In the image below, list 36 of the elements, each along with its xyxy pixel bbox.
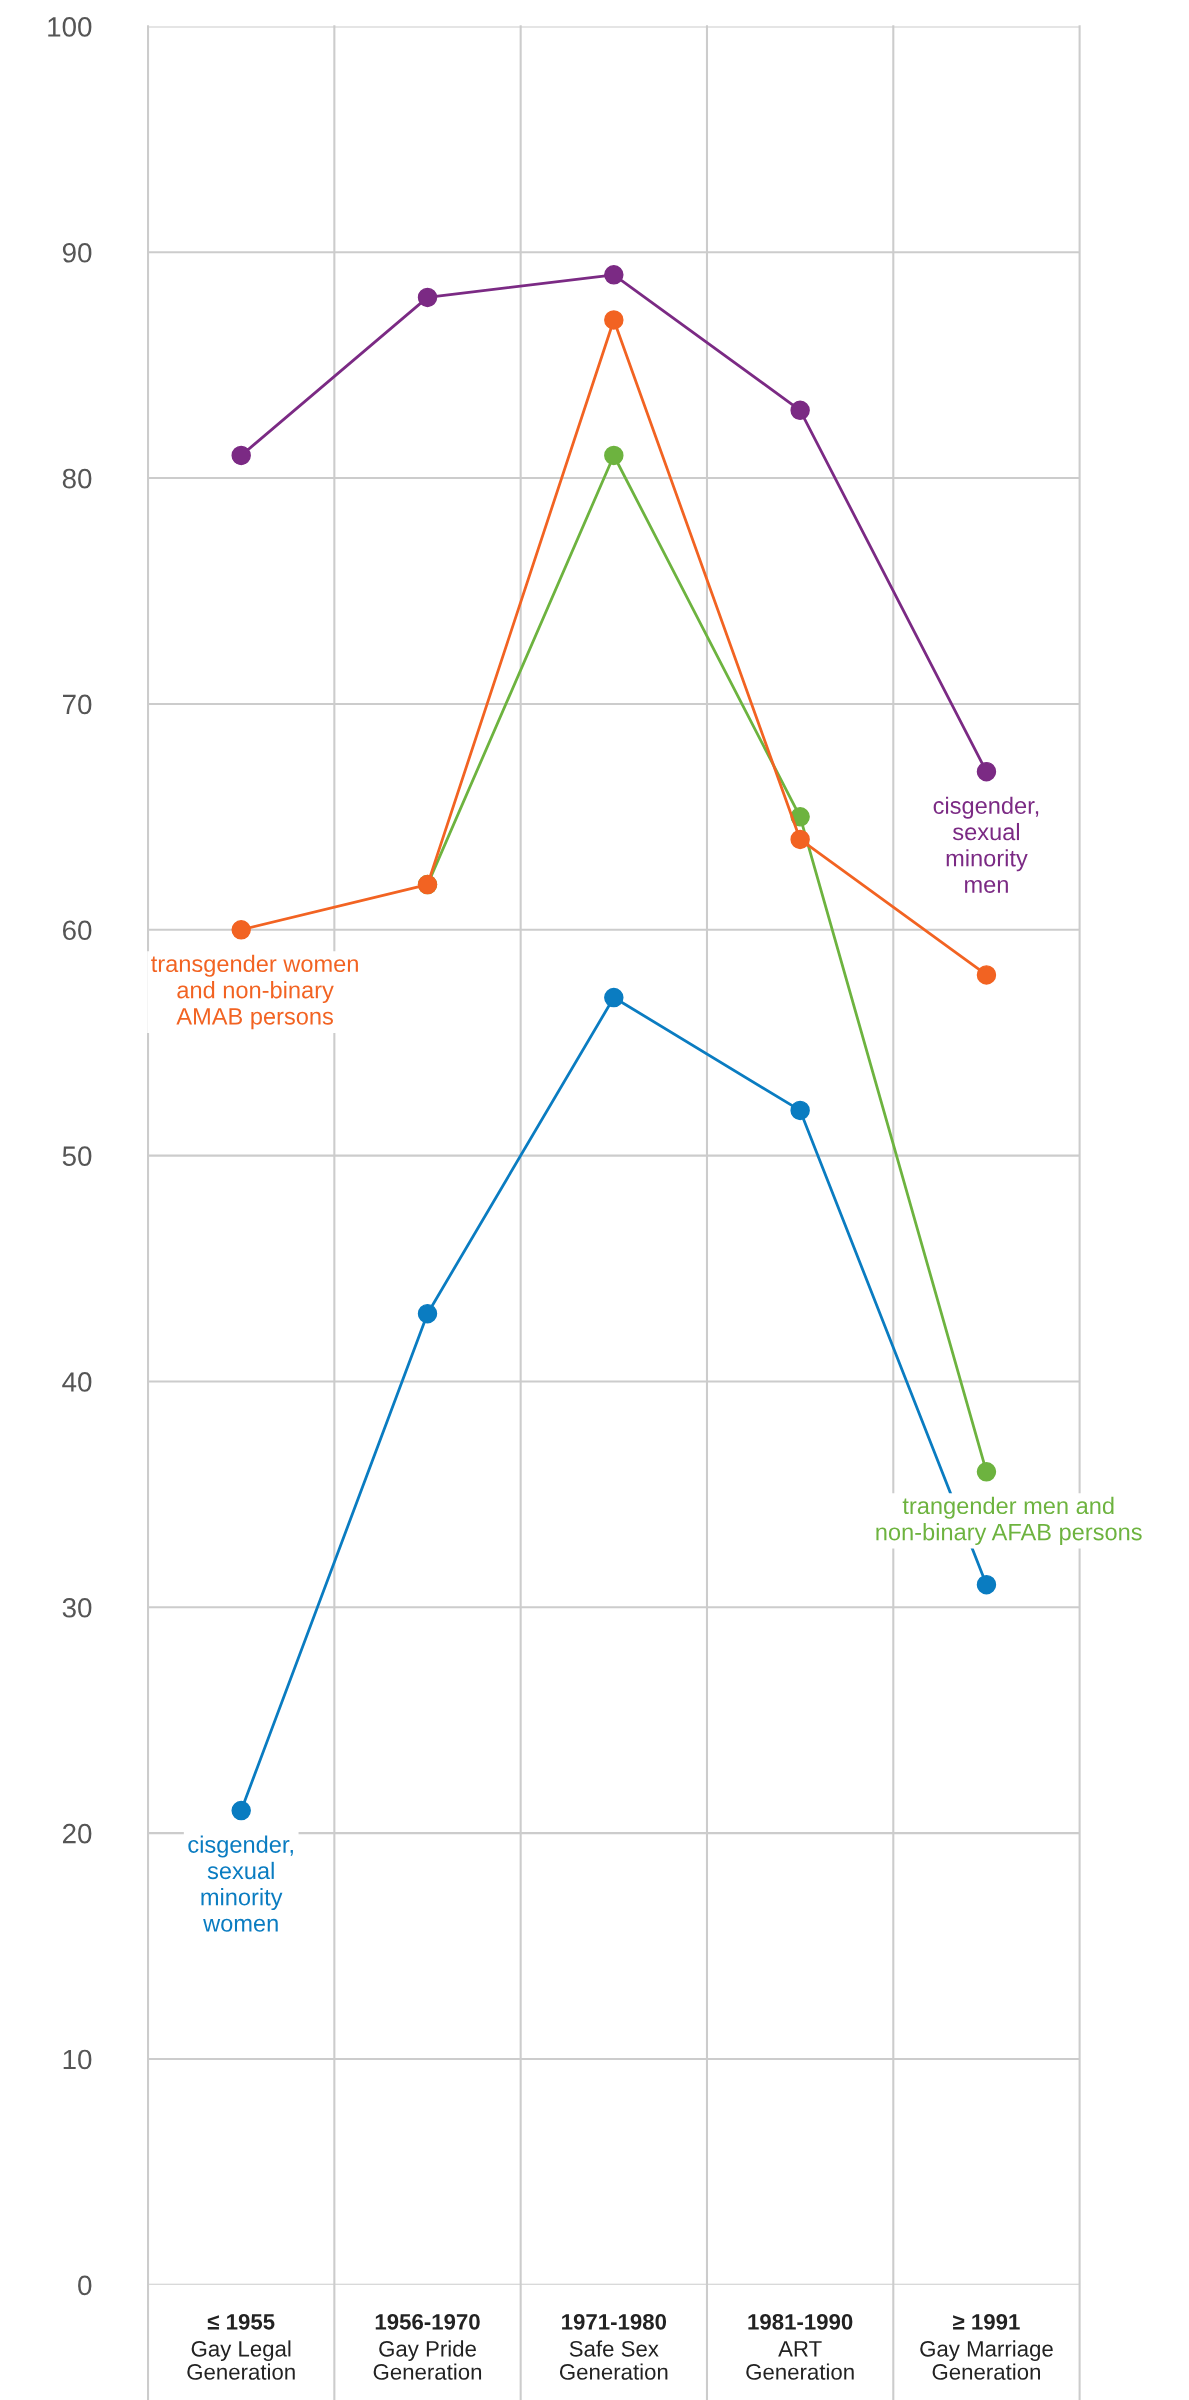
point (231, 445, 251, 466)
y-tick-label: 80 (62, 468, 92, 489)
point (604, 310, 624, 330)
point (231, 1800, 251, 1821)
x-tick-label: 1981-1990 ART Generation (746, 2313, 854, 2380)
y-tick-label: 10 (63, 2049, 92, 2070)
text: cisgender, sexual minority men (933, 796, 1039, 893)
point (790, 400, 810, 421)
y-tick-label: 0 (78, 2275, 92, 2296)
x-tick-label: ≤ 1955 Gay Legal Generation (187, 2313, 295, 2380)
y-tick-label: 100 (48, 17, 92, 37)
x-tick-label: ≥ 1991 Gay Marriage Generation (920, 2313, 1053, 2380)
y-tick-label: 30 (62, 1597, 92, 1618)
y-tick-label: 40 (62, 1372, 92, 1392)
point (231, 920, 251, 940)
point (976, 965, 997, 985)
point (790, 1100, 810, 1121)
y-tick-label: 50 (62, 1146, 92, 1166)
y-tick-label: 90 (62, 242, 92, 263)
x-tick-label: 1971-1980 Safe Sex Generation (559, 2313, 668, 2380)
point (417, 1303, 438, 1324)
point (604, 445, 624, 466)
point (604, 987, 624, 1008)
y-tick-label: 20 (62, 1823, 92, 1844)
text: cisgender, sexual minority women (188, 1835, 293, 1932)
series-label: trangender men and non-binary AFAB persons (876, 1496, 1142, 1546)
text: transgender women and non-binary AMAB persons (151, 954, 358, 1030)
point (417, 287, 438, 308)
point (976, 1574, 997, 1595)
point (604, 265, 624, 285)
point (976, 761, 997, 782)
x-tick-label: 1956-1970 Gay Pride Generation (373, 2313, 482, 2380)
point (976, 1462, 997, 1482)
y-tick-label: 60 (62, 920, 92, 941)
point (790, 829, 810, 850)
y-tick-label: 70 (63, 694, 92, 715)
